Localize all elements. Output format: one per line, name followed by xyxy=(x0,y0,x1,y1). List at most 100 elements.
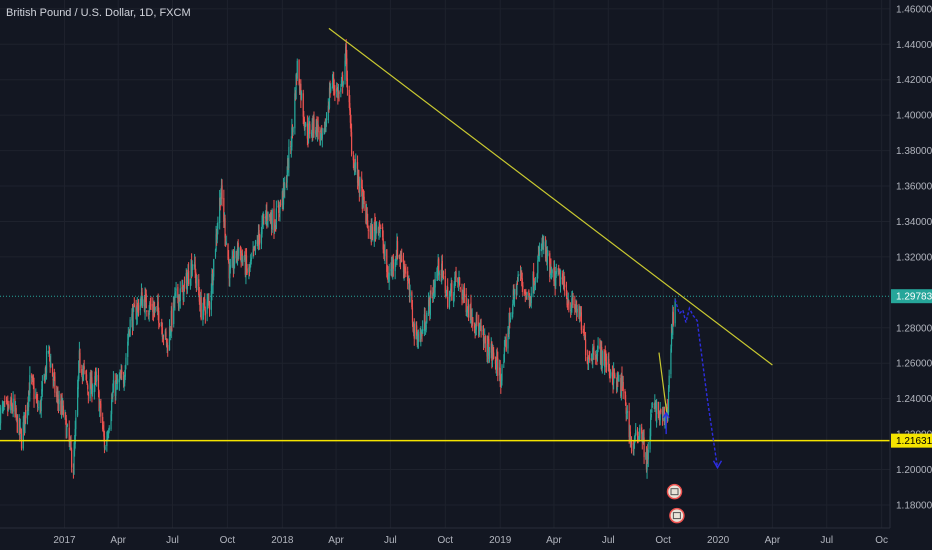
candle-body xyxy=(174,291,177,294)
candle-body xyxy=(94,375,96,385)
candle-body xyxy=(421,332,423,337)
candle-body xyxy=(580,312,582,331)
candle-body xyxy=(517,274,519,282)
candle-body xyxy=(641,427,643,434)
candle-body xyxy=(667,387,670,413)
time-axis[interactable]: 2017 Apr Jul Oct 2018 Apr Jul Oct 2019 Apr Jul Oct 2… xyxy=(0,527,890,550)
candle-body xyxy=(91,377,93,396)
candle-body xyxy=(358,169,360,185)
candle-body xyxy=(212,277,214,286)
candle-body xyxy=(404,266,406,271)
candle-body xyxy=(118,378,120,383)
candle-body xyxy=(338,91,340,94)
candle-body xyxy=(166,342,168,345)
candle-body xyxy=(387,271,389,283)
candle-body xyxy=(204,298,206,309)
candle-body xyxy=(83,366,85,370)
candle-body xyxy=(333,87,335,89)
time-tick-label: 2018 xyxy=(271,535,294,546)
candle-body xyxy=(183,284,186,286)
candle-body xyxy=(614,374,616,379)
candle-body xyxy=(401,255,403,262)
candle-body xyxy=(353,163,356,171)
candle-body xyxy=(148,311,150,315)
candle-body xyxy=(462,292,464,298)
candle-body xyxy=(367,220,369,228)
candle-body xyxy=(482,329,485,342)
trendline[interactable] xyxy=(328,27,773,366)
candle-body xyxy=(564,284,566,288)
candle-body xyxy=(33,386,35,400)
candle-body xyxy=(330,86,332,92)
candle-body xyxy=(463,287,465,297)
candle-body xyxy=(14,398,16,412)
candle-body xyxy=(626,414,628,417)
candle-body xyxy=(533,284,535,292)
candle-body xyxy=(497,358,499,376)
candle-body xyxy=(620,376,622,397)
candle-body xyxy=(521,278,523,284)
candle-body xyxy=(651,409,653,413)
candle-body xyxy=(137,305,140,313)
candle-body xyxy=(350,132,353,155)
candle-body xyxy=(87,385,89,390)
candle-body xyxy=(168,327,171,351)
small-trendline[interactable] xyxy=(658,352,668,413)
candle-body xyxy=(11,405,13,411)
candle-body xyxy=(81,368,83,375)
candle-body xyxy=(16,415,18,433)
candle-body xyxy=(479,325,481,327)
time-tick-label: 2017 xyxy=(53,535,76,546)
candle-body xyxy=(294,93,296,129)
candle-body xyxy=(638,435,640,442)
candle-body xyxy=(102,427,104,430)
time-tick-label: 2019 xyxy=(489,535,512,546)
candle-body xyxy=(127,341,129,357)
candle-body xyxy=(449,292,451,297)
candle-body xyxy=(64,412,66,414)
candle-body xyxy=(96,374,98,381)
candle-body xyxy=(383,251,385,252)
candle-body xyxy=(146,310,148,313)
candle-body xyxy=(567,298,569,304)
candle-body xyxy=(162,336,165,338)
time-tick-label: Apr xyxy=(546,535,562,546)
candle-body xyxy=(417,339,419,346)
news-icon[interactable] xyxy=(666,483,683,500)
candle-body xyxy=(404,270,406,272)
candle-body xyxy=(71,449,73,468)
price-axis-bg xyxy=(890,0,932,550)
news-icon[interactable] xyxy=(669,507,685,524)
candle-body xyxy=(304,127,306,130)
candle-body xyxy=(102,416,104,430)
candle-body xyxy=(242,259,244,262)
candle-body xyxy=(608,358,610,370)
candle-body xyxy=(346,78,349,88)
candle-body xyxy=(66,427,68,437)
candle-body xyxy=(186,278,189,290)
candle-body xyxy=(672,312,674,325)
candle-body xyxy=(411,292,413,308)
candle-body xyxy=(334,89,336,94)
candle-body xyxy=(260,231,263,245)
time-tick-label: Apr xyxy=(765,535,781,546)
candle-body xyxy=(651,406,654,408)
candle-body xyxy=(35,396,37,398)
candle-body xyxy=(241,253,243,260)
candle-body xyxy=(570,307,572,312)
candle-body xyxy=(75,417,77,430)
candle-body xyxy=(99,402,101,404)
candle-body xyxy=(208,302,211,310)
candle-body xyxy=(625,407,627,414)
candle-body xyxy=(543,241,545,247)
price-axis[interactable]: 1.18000 1.20000 1.24000 1.26000 1.28000 1.320… xyxy=(889,0,932,550)
candle-body xyxy=(327,105,329,121)
candle-body xyxy=(223,198,225,222)
candle-body xyxy=(103,429,105,437)
projection-path[interactable] xyxy=(674,299,719,468)
candle-body xyxy=(132,307,134,331)
candle-body xyxy=(382,238,384,250)
candle-body xyxy=(248,267,250,273)
candle-body xyxy=(232,255,234,270)
